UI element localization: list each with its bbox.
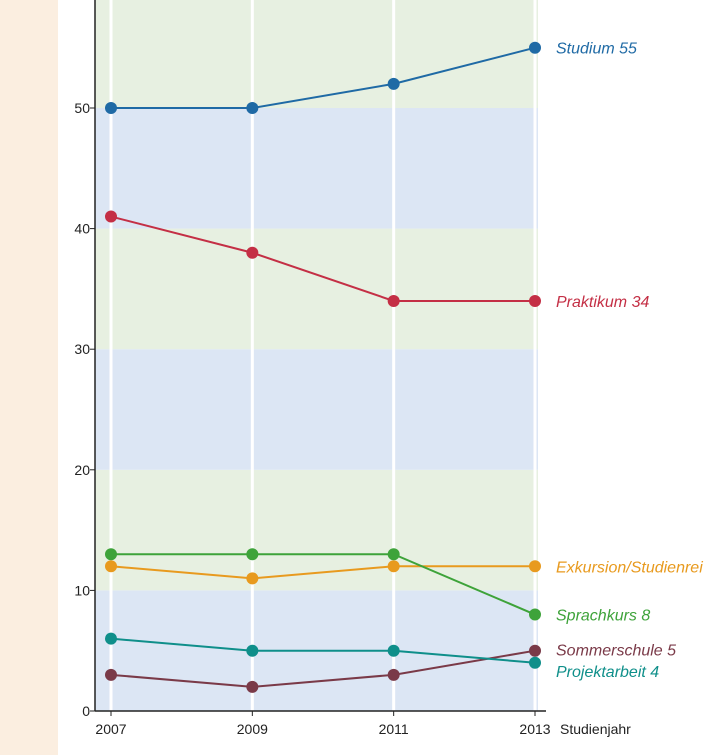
data-point (529, 294, 541, 307)
data-point (105, 102, 117, 114)
data-point (387, 644, 400, 657)
x-tick-label: 2013 (519, 721, 550, 737)
data-point (387, 560, 400, 573)
y-tick-label: 0 (82, 703, 90, 719)
x-tick-label: 2007 (95, 721, 126, 737)
series-end-label: Praktikum 34 (556, 294, 649, 311)
y-tick-label: 10 (74, 582, 90, 598)
data-point (387, 294, 400, 307)
data-point (246, 246, 259, 259)
y-tick-label: 20 (74, 462, 90, 478)
x-tick-label: 2009 (237, 721, 268, 737)
data-point (246, 644, 259, 657)
data-point (246, 548, 259, 561)
grid-band (95, 108, 538, 229)
grid-band (95, 0, 538, 108)
data-point (529, 656, 541, 669)
y-tick-label: 50 (74, 100, 90, 116)
series-line (110, 215, 535, 302)
series-end-label: Projektarbeit 4 (556, 664, 659, 681)
data-point (105, 560, 117, 573)
series-end-label: Studium 55 (556, 41, 637, 58)
data-point (529, 41, 541, 54)
data-point (387, 548, 400, 561)
data-point (246, 680, 259, 693)
y-tick-label: 40 (74, 221, 90, 237)
series-end-label: Sprachkurs 8 (556, 608, 650, 625)
data-point (529, 644, 541, 657)
x-tick-label: 2011 (379, 721, 409, 737)
series-line (110, 565, 535, 580)
left-margin-band (0, 0, 58, 755)
data-point (246, 572, 259, 585)
data-point (105, 548, 117, 561)
data-point (105, 632, 117, 645)
series-line (111, 553, 536, 616)
series-line (110, 637, 536, 664)
x-axis-label: Studienjahr (560, 721, 631, 737)
grid-band (95, 349, 538, 470)
series-line (111, 46, 536, 109)
series-end-label: Sommerschule 5 (556, 643, 676, 660)
series-end-label: Exkursion/Studienrei (556, 559, 703, 576)
grid-band (95, 228, 538, 350)
data-point (105, 668, 117, 681)
data-point (387, 77, 400, 90)
data-point (529, 608, 541, 621)
series-line (110, 649, 536, 688)
y-tick-label: 30 (74, 341, 90, 357)
data-point (387, 668, 400, 681)
data-point (529, 560, 541, 573)
data-point (246, 102, 259, 114)
data-point (105, 210, 117, 223)
